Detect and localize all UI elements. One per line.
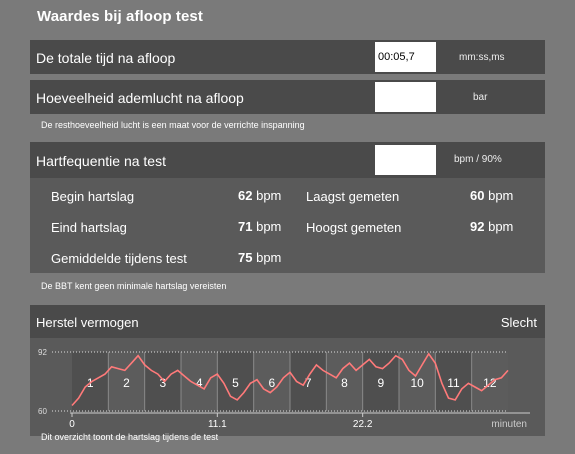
end-hr-label: Eind hartslag [51, 220, 127, 235]
air-field[interactable] [375, 82, 436, 112]
segment-block [181, 352, 218, 411]
segment-block [471, 352, 508, 411]
heartrate-series-line [71, 352, 509, 407]
recovery-label: Herstel vermogen [36, 315, 139, 330]
segment-block [362, 352, 399, 411]
max-hr-value: 92 bpm [470, 219, 514, 234]
recovery-panel: Herstel vermogen Slecht 1 2 3 4 5 6 7 8 9 10 11 12 9… [30, 305, 545, 436]
y-tick-label: 60 [38, 407, 47, 416]
heartrate-field[interactable] [375, 145, 436, 175]
end-hr-value: 71 bpm [238, 219, 282, 234]
segment-block [326, 352, 363, 411]
air-note: De resthoeveelheid lucht is een maat voo… [41, 120, 305, 130]
total-time-row: De totale tijd na afloop 00:05,7 mm:ss,m… [30, 40, 545, 74]
segment-label: 4 [196, 376, 203, 390]
min-hr-value: 60 bpm [470, 188, 514, 203]
segment-label: 9 [377, 376, 384, 390]
segment-label: 5 [232, 376, 239, 390]
page-title: Waardes bij afloop test [37, 8, 203, 25]
segment-label: 11 [447, 376, 460, 390]
x-tick-label: 22.2 [353, 419, 373, 430]
total-time-unit: mm:ss,ms [459, 52, 505, 63]
avg-hr-value: 75 bpm [238, 250, 282, 265]
max-hr-label: Hoogst gemeten [306, 220, 402, 235]
air-row: Hoeveelheid ademlucht na afloop bar [30, 80, 545, 114]
segment-block [253, 352, 290, 411]
y-tick-label: 92 [38, 348, 47, 357]
x-tick-label: 0 [69, 419, 75, 430]
total-time-label: De totale tijd na afloop [36, 50, 176, 66]
air-unit: bar [473, 92, 488, 103]
heartrate-panel: Begin hartslag Eind hartslag Gemiddelde … [30, 178, 545, 273]
segment-label: 7 [305, 376, 312, 390]
min-hr-label: Laagst gemeten [306, 189, 400, 204]
segment-block [108, 352, 145, 411]
segment-label: 2 [123, 376, 130, 390]
total-time-field[interactable]: 00:05,7 [375, 42, 436, 72]
avg-hr-label: Gemiddelde tijdens test [51, 251, 187, 266]
segment-label: 3 [159, 376, 166, 390]
begin-hr-label: Begin hartslag [51, 189, 135, 204]
segment-label: 8 [341, 376, 348, 390]
heartrate-unit: bpm / 90% [454, 154, 502, 165]
recovery-status: Slecht [500, 315, 537, 330]
x-axis-unit: minuten [491, 419, 527, 430]
recovery-note: Dit overzicht toont de hartslag tijdens … [41, 432, 219, 442]
heartrate-row: Hartfequentie na test bpm / 90% [30, 142, 545, 178]
begin-hr-value: 62 bpm [238, 188, 282, 203]
segment-block [72, 352, 109, 411]
segment-block [399, 352, 436, 411]
x-tick-label: 11.1 [208, 419, 227, 430]
air-label: Hoeveelheid ademlucht na afloop [36, 90, 244, 106]
segment-label: 10 [410, 376, 424, 390]
heartrate-label: Hartfequentie na test [36, 153, 166, 169]
heartrate-note: De BBT kent geen minimale hartslag verei… [41, 281, 227, 291]
segment-block [144, 352, 181, 411]
segment-label: 6 [268, 376, 275, 390]
recovery-header: Herstel vermogen Slecht [30, 305, 545, 338]
